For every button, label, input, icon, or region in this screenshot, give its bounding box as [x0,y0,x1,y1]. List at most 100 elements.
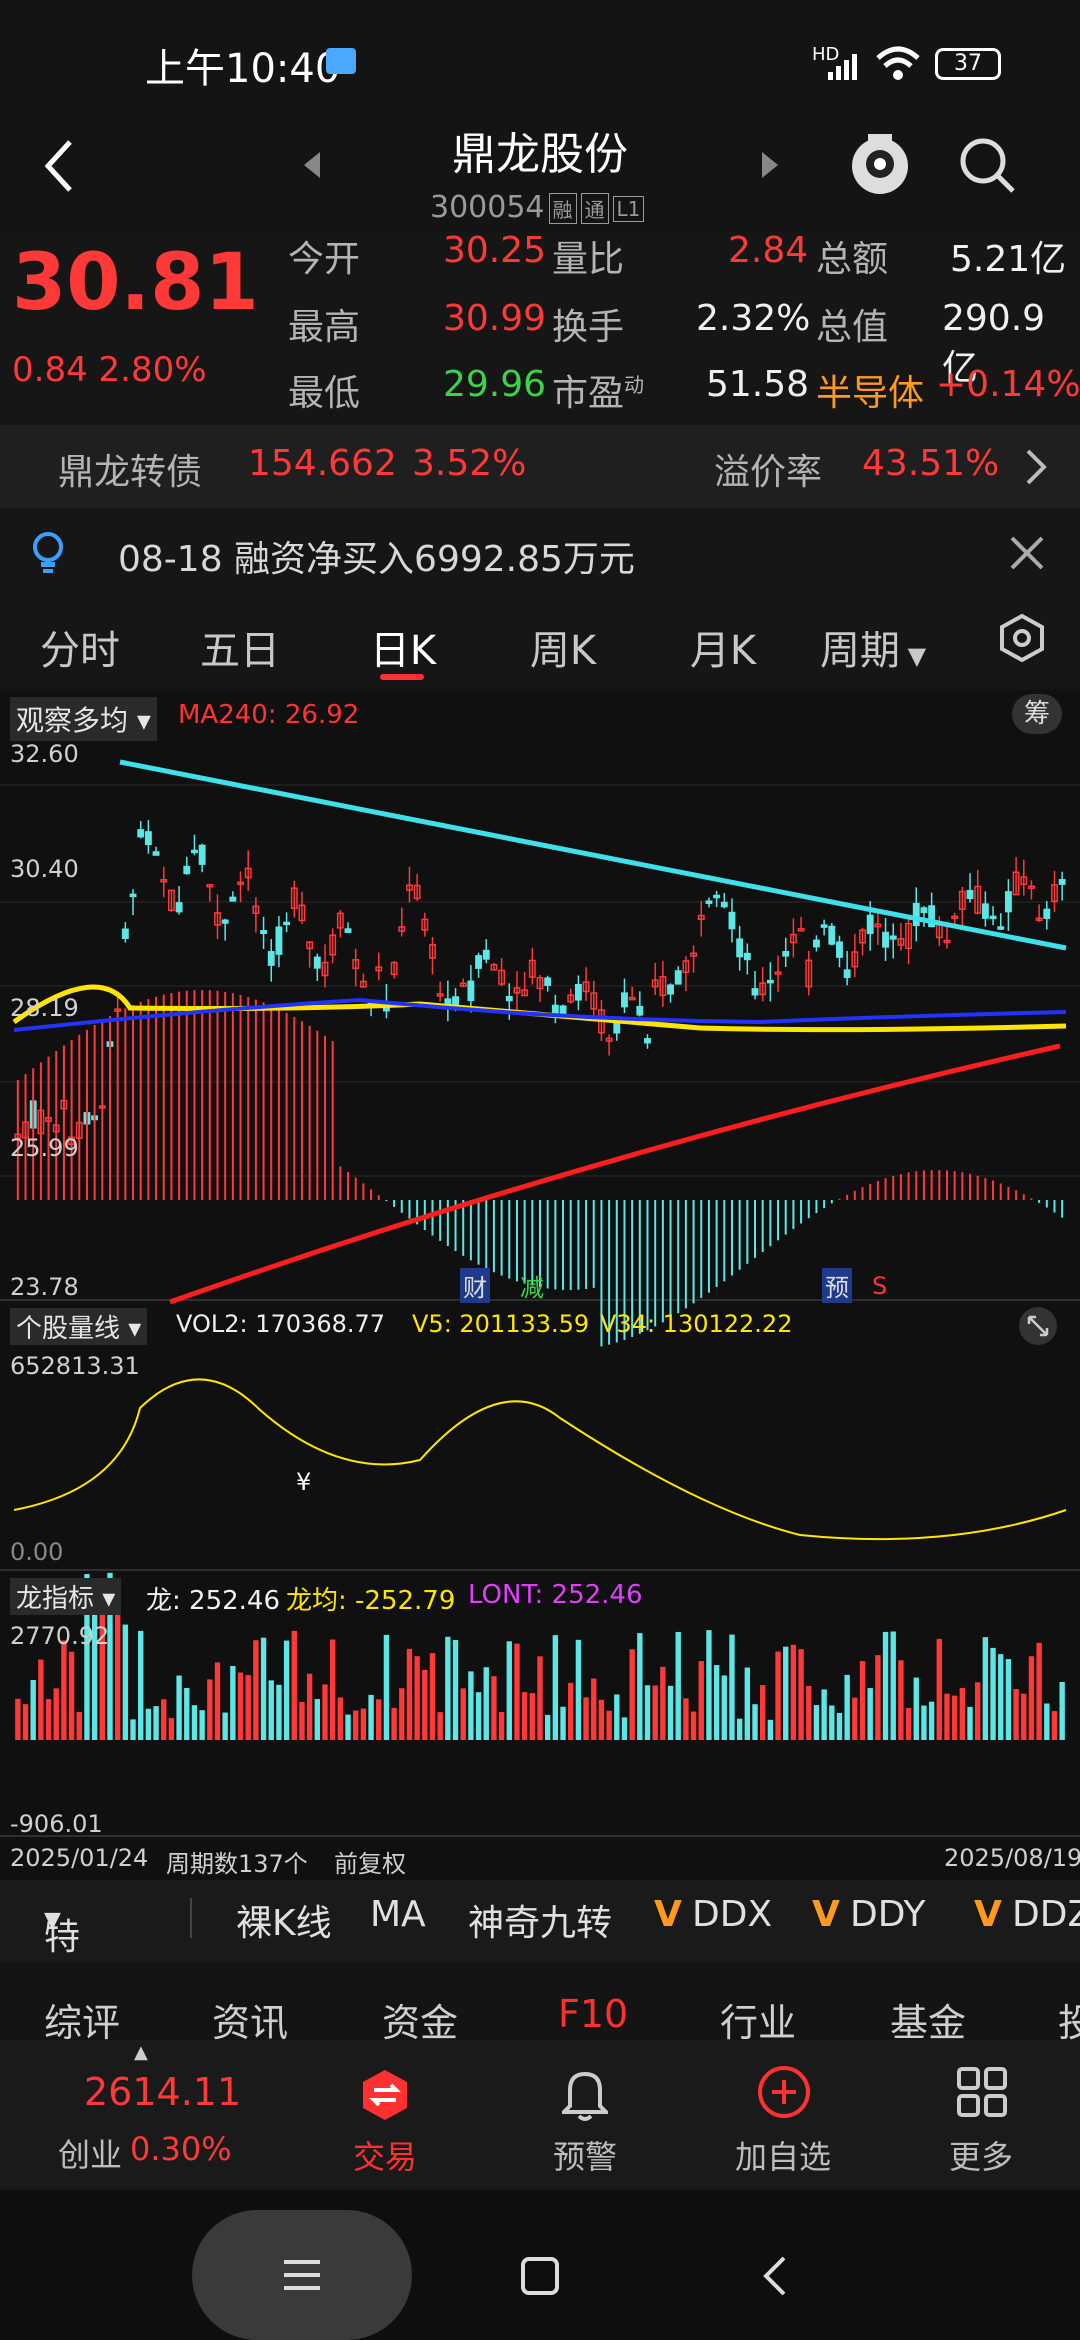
nav-more-label: 更多 [948,2138,1013,2176]
info-tab-f10[interactable]: F10 [558,1992,629,2036]
candle-body [313,956,321,969]
info-tab-news[interactable]: 资讯 [212,2001,289,2045]
tab-monthly-k[interactable]: 月K [689,628,757,674]
volume-bar [329,1639,336,1740]
tab-daily-k[interactable]: 日K [369,628,437,674]
index-ticker[interactable]: ▲ 2614.11 创业 0.30% [20,2040,270,2190]
volume-bar [821,1689,827,1740]
volume-bar [53,1688,59,1740]
reduction-marker[interactable]: 减 [520,1274,544,1302]
indicator-select-volume[interactable]: 个股量线 ▾ [10,1308,148,1345]
info-tab-fund[interactable]: 基金 [890,2001,967,2045]
volume-bar [345,1714,351,1740]
volume-bar [445,1636,451,1740]
toolbar-item-ddz[interactable]: DDZ [1012,1894,1080,1935]
ma240-label: MA240: 26.92 [178,700,360,730]
status-time: 上午10:40 [145,46,341,92]
toolbar-item-nine-turn[interactable]: 神奇九转 [468,1903,613,1944]
candle-body [659,976,667,997]
sector-name[interactable]: 半导体 [816,373,925,414]
candle-body [167,889,175,912]
volume-bar [591,1678,597,1740]
adjust-mode[interactable]: 前复权 [334,1850,406,1878]
search-icon[interactable] [958,136,1018,196]
candle-body [505,995,513,1002]
chip-button[interactable]: 筹 [1012,694,1062,734]
candle-body [690,952,698,957]
candle-body [697,914,705,920]
volume-bar [959,1687,966,1740]
volume-bar [890,1631,896,1740]
nav-alert[interactable]: 预警 [510,2040,660,2190]
nav-alert-label: 预警 [552,2138,617,2176]
candle-body [498,969,506,985]
back-icon[interactable] [40,136,80,196]
market-cap-label: 总值 [816,307,889,348]
turnover-label: 换手 [552,307,625,348]
volume-bar [475,1692,482,1740]
toolbar-item-ma[interactable]: MA [370,1894,426,1935]
volume-bar [767,1719,774,1740]
indicator-toolbar: 特色 ▼ 裸K线 MA 神奇九转 V DDX V DDY V DDZ [0,1880,1080,2010]
prev-stock-icon[interactable] [300,150,324,180]
price-change: 0.84 2.80% [12,350,207,390]
candle-body [1012,871,1020,896]
convertible-bond-bar[interactable]: 鼎龙转债 154.662 3.52% 溢价率 43.51% [0,425,1080,509]
tab-weekly-k[interactable]: 周K [529,628,597,674]
kline-svg[interactable] [0,690,1080,1880]
candle-body [513,987,521,994]
candle-body [874,923,882,928]
notice-bar[interactable]: 08-18 融资净买入6992.85万元 [0,508,1080,598]
candle-body [851,951,859,968]
back-nav-icon[interactable] [762,2254,788,2298]
dragon-bottom-tick: -906.01 [10,1810,103,1838]
expand-icon[interactable] [1018,1306,1058,1346]
period-tabs: 分时 五日 日K 周K 月K 周期 ▼ [0,598,1080,688]
dragon-top-tick: 2770.92 [10,1622,110,1650]
volume-bar [844,1674,850,1740]
close-icon[interactable] [1010,536,1044,570]
info-tab-review[interactable]: 综评 [44,2001,121,2045]
forecast-marker[interactable]: 预 [822,1268,852,1303]
home-icon[interactable] [520,2256,560,2296]
toolbar-item-bare-k[interactable]: 裸K线 [236,1903,332,1944]
indicator-select-kline[interactable]: 观察多均 ▾ [10,697,157,741]
candle-body [467,980,475,1002]
volume-bar [790,1644,797,1740]
info-tab-more[interactable]: 投 [1058,2001,1080,2045]
v5-line [13,997,1067,1032]
candle-body [536,977,544,990]
info-tab-industry[interactable]: 行业 [720,2001,797,2045]
volume-bar [153,1706,159,1740]
toolbar-item-ddx[interactable]: DDX [692,1894,773,1935]
volume-bar [15,1698,21,1740]
nav-trade[interactable]: 交易 [310,2040,460,2190]
tab-intraday[interactable]: 分时 [40,628,120,674]
info-tab-funds[interactable]: 资金 [382,2001,459,2045]
kline-chart-area[interactable]: 观察多均 ▾ MA240: 26.92 筹 32.60 30.40 28.19 … [0,690,1080,1880]
volume-bar [706,1630,712,1740]
s-marker[interactable]: S [872,1272,888,1300]
volume-bar [552,1635,559,1740]
chevron-right-icon[interactable] [1024,447,1048,487]
volume-bar [921,1705,927,1740]
indicator-select-dragon[interactable]: 龙指标 ▾ [10,1578,122,1615]
tab-period-label: 周期 [819,628,900,674]
volume-bar [675,1631,681,1740]
tab-period[interactable]: 周期 ▼ [808,618,938,676]
candle-body [713,894,721,899]
robot-icon[interactable] [848,130,912,200]
nav-more[interactable]: 更多 [906,2040,1056,2190]
next-stock-icon[interactable] [758,150,782,180]
nav-add-watch[interactable]: 加自选 [708,2040,858,2190]
volume-bar [406,1648,413,1740]
toolbar-item-ddy[interactable]: DDY [850,1894,926,1935]
tab-five-day[interactable]: 五日 [200,628,280,674]
settings-hex-icon[interactable] [996,612,1048,664]
candle-body [1051,884,1058,903]
candle-body [736,938,744,958]
v-badge-icon: V [812,1894,840,1935]
earnings-marker[interactable]: 财 [460,1268,490,1303]
candle-body [475,955,483,969]
volume-bar [68,1651,75,1740]
